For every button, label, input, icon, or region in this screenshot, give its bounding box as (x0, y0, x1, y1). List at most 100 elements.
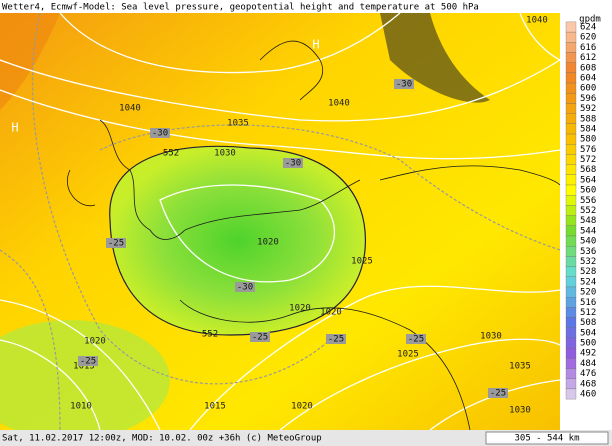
temperature-box (106, 238, 126, 248)
legend-level: 476 (580, 369, 596, 379)
legend-swatch (565, 72, 577, 84)
scale-label: 305 - 544 km (514, 434, 579, 444)
temperature-label: -30 (285, 159, 301, 169)
legend-swatch (565, 215, 577, 226)
legend-level: 520 (580, 288, 596, 298)
legend-level: 580 (580, 135, 596, 145)
pressure-label: 1030 (509, 406, 531, 416)
legend-level: 616 (580, 43, 596, 53)
legend-swatch (565, 123, 577, 135)
temperature-label: -25 (328, 335, 344, 345)
legend-level: 604 (580, 73, 596, 83)
pressure-label: 1025 (351, 257, 373, 267)
temperature-box (250, 332, 270, 342)
legend-swatch (565, 266, 577, 277)
legend-level: 600 (580, 84, 596, 94)
legend-swatch (565, 144, 577, 155)
legend-level: 528 (580, 267, 596, 277)
legend-level: 544 (580, 226, 596, 236)
temperature-label: -30 (396, 80, 412, 90)
legend-swatch (565, 297, 577, 308)
legend-swatch (565, 205, 577, 216)
temperature-box (326, 334, 346, 344)
legend-level: 512 (580, 308, 596, 318)
legend-level: 556 (580, 196, 596, 206)
temperature-box (78, 356, 98, 366)
header-bar (0, 0, 612, 13)
legend-swatch (565, 347, 577, 359)
pressure-label: 1040 (526, 16, 548, 26)
pressure-label: 1040 (119, 104, 141, 114)
pressure-label: 1020 (257, 238, 279, 248)
legend-level: 612 (580, 53, 596, 63)
legend-swatch (565, 113, 577, 124)
legend-level: 588 (580, 114, 596, 124)
legend-swatch (565, 235, 577, 247)
legend-swatch (565, 358, 577, 369)
pressure-label: 1025 (397, 350, 419, 360)
warm-area (0, 13, 60, 110)
legend-level: 484 (580, 359, 596, 369)
legend-unit: gpdm (579, 15, 601, 25)
legend-level: 548 (580, 216, 596, 226)
legend-level: 468 (580, 379, 596, 389)
legend-level: 500 (580, 339, 596, 349)
legend-swatch (565, 256, 577, 267)
legend-swatch (565, 62, 577, 74)
legend-swatch (565, 378, 577, 390)
legend-level: 608 (580, 63, 596, 73)
legend-swatch (565, 174, 577, 186)
legend-level: 504 (580, 328, 596, 338)
legend-level: 564 (580, 175, 596, 185)
legend-swatch (565, 195, 577, 206)
legend-level: 532 (580, 257, 596, 267)
temperature-label: -25 (108, 239, 124, 249)
legend-swatch (565, 307, 577, 318)
legend-level: 536 (580, 247, 596, 257)
pressure-label: 1035 (227, 119, 249, 129)
pressure-label: 1020 (320, 308, 342, 318)
title: Wetter4, Ecmwf-Model: Sea level pressure… (2, 3, 479, 13)
legend-swatch (565, 286, 577, 298)
legend-swatch (565, 52, 577, 63)
map-labels: 1040 1040 1035 1030 1040 1020 1025 1020 1020 1020… (11, 16, 547, 416)
height-label: 552 (163, 149, 179, 159)
pressure-label: 1040 (328, 99, 350, 109)
high-marker: H (312, 38, 319, 52)
temperature-box (235, 282, 255, 292)
legend-swatch (565, 42, 577, 53)
legend-swatch (565, 225, 577, 237)
legend-swatch (565, 327, 577, 339)
legend-level: 572 (580, 155, 596, 165)
legend-swatch (565, 93, 577, 104)
pressure-label: 1020 (84, 337, 106, 347)
pressure-label: 1010 (70, 402, 92, 412)
pressure-label: 1020 (291, 402, 313, 412)
legend-level: 560 (580, 186, 596, 196)
legend-swatch (565, 388, 577, 400)
legend-level: 492 (580, 349, 596, 359)
legend-level: 516 (580, 298, 596, 308)
legend-level: 592 (580, 104, 596, 114)
legend-swatch (565, 164, 577, 175)
legend-swatch (565, 154, 577, 165)
legend-level: 568 (580, 165, 596, 175)
coastline (380, 13, 490, 103)
legend-swatch (565, 31, 577, 43)
legend-swatch (565, 368, 577, 379)
legend-swatch (565, 276, 577, 288)
legend-level: 540 (580, 237, 596, 247)
coastlines (66, 40, 561, 431)
legend-level: 508 (580, 318, 596, 328)
legend: 6246206166126086046005965925885845805765… (565, 21, 596, 400)
temperature-label: -25 (490, 389, 506, 399)
height-contours (0, 12, 561, 431)
legend-swatch (565, 103, 577, 114)
map-area (0, 12, 561, 440)
legend-level: 584 (580, 124, 596, 134)
legend-level: 624 (580, 23, 596, 33)
pressure-label: 1015 (73, 362, 95, 372)
legend-swatch (565, 21, 577, 33)
